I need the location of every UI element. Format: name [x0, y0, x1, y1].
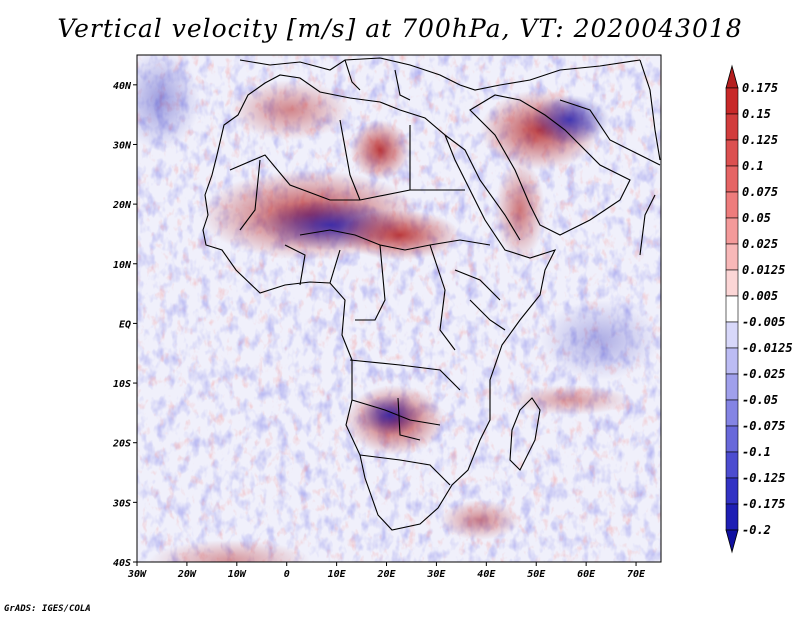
- colorbar-label: -0.0125: [742, 341, 793, 355]
- colorbar-swatch: [725, 503, 739, 531]
- colorbar-label: -0.075: [742, 419, 785, 433]
- lon-tick-label: 30E: [426, 569, 446, 580]
- axis-ticks: [133, 84, 637, 566]
- colorbar-label: 0.1: [742, 159, 764, 173]
- colorbar-swatch: [725, 373, 739, 401]
- colorbar-swatch: [725, 347, 739, 375]
- colorbar-label: -0.1: [742, 445, 771, 459]
- colorbar-label: -0.025: [742, 367, 785, 381]
- lon-tick-label: 60E: [577, 569, 596, 580]
- colorbar-swatch: [725, 113, 739, 141]
- lat-tick-labels: 40N 30N 20N 10N EQ 10S 20S 30S 40S: [112, 81, 132, 569]
- lon-tick-label: 0: [284, 569, 290, 580]
- colorbar-label: 0.05: [742, 211, 771, 225]
- colorbar-swatch: [725, 165, 739, 193]
- colorbar-swatch: [725, 477, 739, 505]
- colorbar-swatch: [725, 399, 739, 427]
- lat-tick-label: 20S: [112, 439, 131, 450]
- lon-tick-label: 30W: [127, 569, 147, 580]
- colorbar-swatch: [725, 243, 739, 271]
- colorbar-swatch: [725, 295, 739, 323]
- colorbar-swatch: [725, 425, 739, 453]
- colorbar-swatch: [725, 451, 739, 479]
- colorbar-label: -0.05: [742, 393, 778, 407]
- colorbar: [725, 64, 739, 554]
- colorbar-label: -0.125: [742, 471, 785, 485]
- colorbar-swatch: [725, 191, 739, 219]
- lon-tick-labels: 30W 20W 10W 0 10E 20E 30E 40E 50E 60E 70E: [127, 569, 646, 580]
- lon-tick-label: 70E: [627, 569, 646, 580]
- colorbar-swatch: [725, 269, 739, 297]
- colorbar-swatch: [725, 321, 739, 349]
- colorbar-labels: 0.175 0.15 0.125 0.1 0.075 0.05 0.025 0.0125 0.0…: [742, 81, 793, 537]
- plot-title: Vertical velocity [m/s] at 700hPa, VT: 2…: [57, 14, 743, 43]
- lon-tick-label: 50E: [527, 569, 546, 580]
- colorbar-swatch: [725, 87, 739, 115]
- lon-tick-label: 10E: [328, 569, 347, 580]
- lat-tick-label: 20N: [112, 200, 132, 211]
- colorbar-swatch: [725, 139, 739, 167]
- velocity-field: [137, 55, 661, 562]
- colorbar-max-triangle: [725, 64, 739, 89]
- coastlines: [202, 57, 661, 531]
- lat-tick-label: EQ: [119, 319, 131, 330]
- credit-label: GrADS: IGES/COLA: [4, 604, 91, 614]
- colorbar-label: -0.005: [742, 315, 785, 329]
- lat-tick-label: 40N: [113, 81, 132, 92]
- lon-tick-label: 40E: [477, 569, 496, 580]
- lat-tick-label: 10S: [113, 379, 131, 390]
- colorbar-label: 0.0125: [742, 263, 785, 277]
- lon-tick-label: 20E: [376, 569, 396, 580]
- colorbar-min-triangle: [725, 529, 739, 554]
- lat-tick-label: 30S: [112, 498, 131, 509]
- colorbar-label: 0.025: [742, 237, 778, 251]
- colorbar-label: 0.125: [742, 133, 778, 147]
- colorbar-swatch: [725, 217, 739, 245]
- colorbar-label: 0.075: [742, 185, 778, 199]
- colorbar-label: 0.15: [742, 107, 771, 121]
- lat-tick-label: 30N: [112, 140, 132, 151]
- lon-tick-label: 10W: [228, 569, 247, 580]
- lat-tick-label: 10N: [113, 260, 132, 271]
- plot-frame: [136, 54, 662, 563]
- lon-tick-label: 20W: [177, 569, 197, 580]
- colorbar-label: -0.175: [742, 497, 785, 511]
- colorbar-label: -0.2: [742, 523, 771, 537]
- colorbar-label: 0.005: [742, 289, 778, 303]
- colorbar-label: 0.175: [742, 81, 778, 95]
- lat-tick-label: 40S: [113, 558, 131, 569]
